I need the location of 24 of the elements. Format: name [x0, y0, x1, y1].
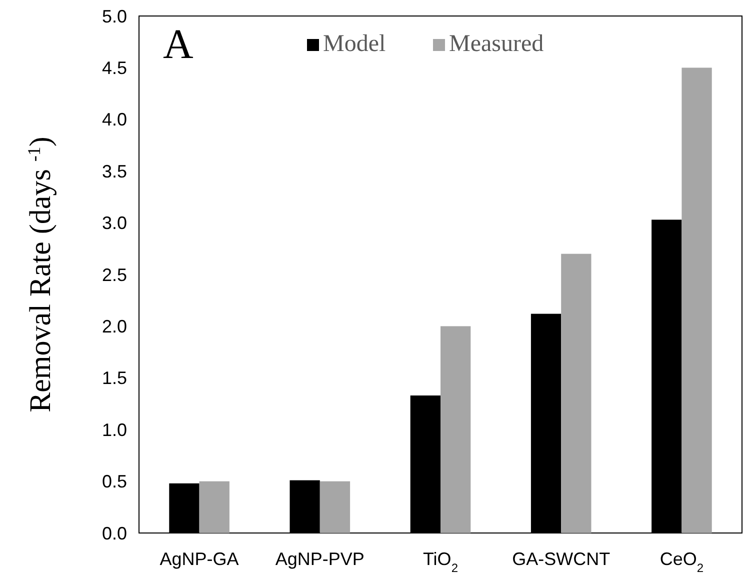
y-tick-label: 2.5 — [102, 264, 127, 285]
x-tick-label: AgNP-PVP — [275, 549, 364, 569]
bar — [561, 254, 592, 533]
bar — [440, 326, 471, 533]
bar — [682, 68, 712, 533]
bar — [199, 481, 230, 533]
x-tick-label: GA-SWCNT — [512, 549, 610, 569]
y-tick-label: 1.5 — [102, 368, 127, 388]
y-tick-label: 3.0 — [102, 213, 127, 234]
y-tick-label: 4.0 — [102, 110, 127, 130]
y-tick-label: 0.0 — [102, 523, 127, 544]
y-tick-label: 0.5 — [102, 472, 127, 492]
y-tick-label: 4.5 — [102, 58, 127, 78]
y-tick-label: 3.5 — [102, 161, 127, 182]
x-tick-label: TiO$_{2}$ — [422, 549, 458, 575]
y-tick-label: 5.0 — [102, 6, 127, 26]
x-tick-label: AgNP-GA — [160, 549, 239, 569]
annotation: A — [163, 22, 194, 68]
y-tick-label: 2.0 — [102, 316, 127, 336]
legend-label: Model — [323, 31, 386, 57]
x-tick-label: CeO$_{2}$ — [660, 549, 704, 575]
bar — [320, 481, 350, 533]
legend-label: Measured — [449, 31, 544, 57]
y-tick-label: 1.0 — [102, 420, 127, 440]
